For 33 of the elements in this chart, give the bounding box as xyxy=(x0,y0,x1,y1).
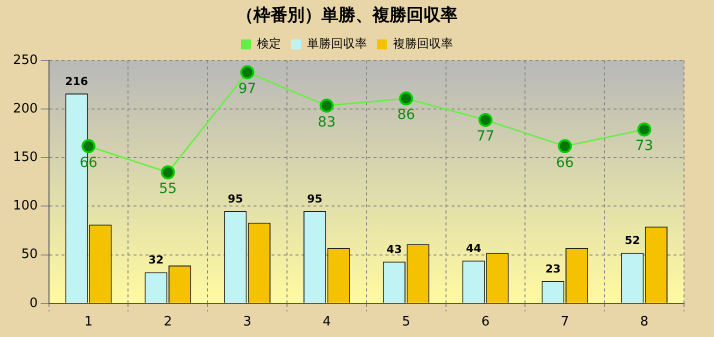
x-tick-label: 7 xyxy=(560,314,570,330)
data-label: 52 xyxy=(624,234,640,248)
data-label: 216 xyxy=(65,74,88,88)
data-label: 55 xyxy=(158,181,177,198)
data-label: 95 xyxy=(228,192,244,206)
legend-label: 複勝回収率 xyxy=(393,36,453,51)
data-label: 44 xyxy=(466,242,482,255)
chart-title: （枠番別）単勝、複勝回収率 xyxy=(236,6,458,26)
y-tick-label: 200 xyxy=(12,101,38,116)
x-tick-label: 6 xyxy=(481,314,490,330)
data-label: 83 xyxy=(318,114,336,130)
data-label: 97 xyxy=(238,80,256,97)
y-tick-label: 100 xyxy=(12,198,38,214)
x-tick-label: 8 xyxy=(640,314,648,330)
data-label: 95 xyxy=(307,192,322,206)
data-label: 43 xyxy=(386,242,402,256)
data-label: 23 xyxy=(545,262,561,276)
x-tick-label: 5 xyxy=(402,314,410,330)
y-tick-label: 150 xyxy=(12,150,38,165)
x-tick-label: 1 xyxy=(84,314,93,330)
x-tick-label: 2 xyxy=(164,314,172,330)
y-tick-label: 250 xyxy=(12,52,38,68)
legend-label: 検定 xyxy=(257,36,281,51)
legend-label: 単勝回収率 xyxy=(307,36,367,51)
data-label: 73 xyxy=(635,138,654,154)
y-tick-label: 50 xyxy=(21,247,38,262)
data-label: 32 xyxy=(148,254,164,267)
data-label: 86 xyxy=(397,107,416,124)
x-tick-label: 4 xyxy=(322,314,331,330)
data-label: 77 xyxy=(476,128,494,145)
y-tick-label: 0 xyxy=(30,296,38,311)
data-label: 66 xyxy=(556,154,574,171)
x-tick-label: 3 xyxy=(243,314,252,330)
